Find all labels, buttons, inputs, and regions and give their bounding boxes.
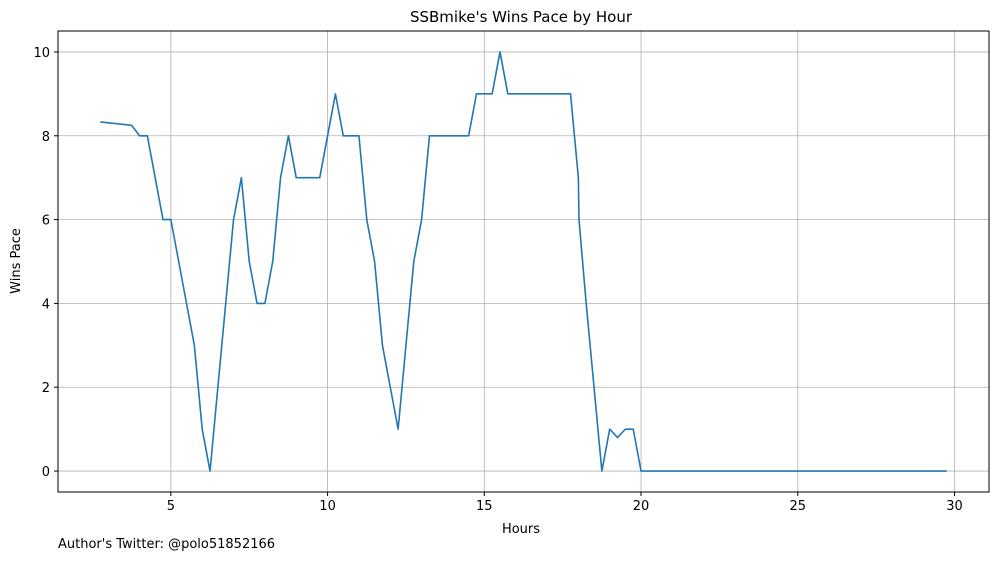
y-tick-label: 0 xyxy=(42,465,50,480)
y-tick-label: 10 xyxy=(33,46,50,61)
x-axis-label: Hours xyxy=(502,522,540,537)
x-tick-label: 30 xyxy=(946,499,963,514)
chart-title: SSBmike's Wins Pace by Hour xyxy=(410,8,633,26)
x-tick-label: 25 xyxy=(790,499,807,514)
plot-area-frame xyxy=(57,30,990,493)
y-axis-label: Wins Pace xyxy=(9,228,24,294)
author-credit: Author's Twitter: @polo51852166 xyxy=(58,537,276,552)
gridlines xyxy=(58,31,989,492)
x-tick-label: 10 xyxy=(319,499,336,514)
x-tick-label: 20 xyxy=(633,499,650,514)
y-tick-label: 8 xyxy=(42,130,50,145)
series-line-0 xyxy=(100,51,947,472)
y-tick-label: 6 xyxy=(42,214,50,229)
x-tick-label: 5 xyxy=(167,499,175,514)
y-tick-label: 2 xyxy=(42,381,50,396)
tick-layer: 5 10 15 20 25 30 0 2 4 6 8 10 xyxy=(33,46,962,514)
series-layer xyxy=(100,51,947,472)
y-tick-label: 4 xyxy=(42,297,50,312)
x-tick-label: 15 xyxy=(476,499,493,514)
